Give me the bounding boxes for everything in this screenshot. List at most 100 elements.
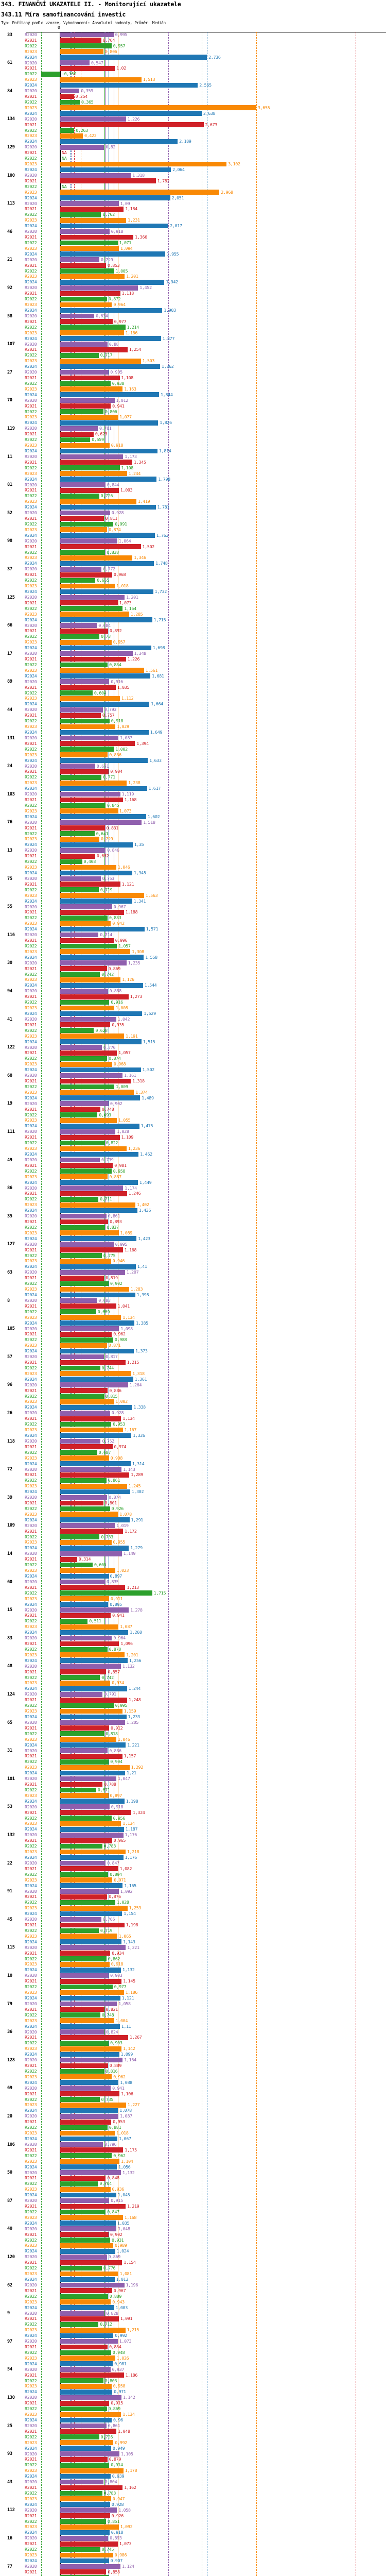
chart-row[interactable]: R2020 0,82 (0, 144, 386, 150)
bar[interactable] (60, 2029, 104, 2035)
chart-row[interactable]: R2020 0,941 (0, 2086, 386, 2091)
bar[interactable] (60, 1889, 119, 1894)
chart-row[interactable]: R2024 2,051 (0, 195, 386, 201)
bar[interactable] (60, 2198, 110, 2204)
bar[interactable] (60, 1084, 115, 1090)
chart-row[interactable]: R2021 0,879 (0, 2456, 386, 2462)
chart-row[interactable]: R2022 1,214 (0, 325, 386, 330)
bar[interactable] (60, 600, 118, 606)
chart-row[interactable]: R2022 0,559 (0, 437, 386, 443)
chart-row[interactable]: R2024 1,398 (0, 1292, 386, 1298)
chart-row[interactable]: R2021 0,857 (0, 1669, 386, 1675)
chart-row[interactable]: R2022 0,874 (0, 1056, 386, 1061)
bar[interactable] (60, 1101, 109, 1107)
chart-row[interactable]: R2020 1,164 (0, 2057, 386, 2063)
bar[interactable] (60, 2479, 103, 2485)
chart-row[interactable]: R2024 2,736 (0, 55, 386, 60)
bar[interactable] (60, 1590, 152, 1596)
chart-row[interactable]: R2022 0,726 (0, 493, 386, 499)
chart-row[interactable]: R2024 1,798 (0, 477, 386, 482)
chart-row[interactable]: R2022 0,918 (0, 718, 386, 724)
chart-row[interactable]: R2024 1,176 (0, 1855, 386, 1860)
bar[interactable] (60, 1050, 117, 1056)
bar[interactable] (60, 2372, 124, 2378)
chart-row[interactable]: R2023 1,245 (0, 1483, 386, 1489)
chart-row[interactable]: R2023 1,318 (0, 1371, 386, 1377)
bar[interactable] (60, 2468, 124, 2473)
chart-row[interactable]: R2020 1,173 (0, 454, 386, 460)
chart-row[interactable]: R2020 1,119 (0, 791, 386, 797)
bar[interactable] (60, 1253, 102, 1258)
chart-row[interactable]: R2021 1,082 (0, 1866, 386, 1872)
chart-row[interactable]: R2022 0,365 (0, 99, 386, 105)
chart-row[interactable]: R2020 1,042 (0, 1016, 386, 1022)
chart-row[interactable]: R2020 0,651 (0, 764, 386, 769)
bar[interactable] (60, 1394, 104, 1399)
bar[interactable] (60, 1337, 113, 1343)
bar[interactable] (60, 1883, 123, 1888)
bar[interactable] (60, 1962, 110, 1967)
bar[interactable] (60, 583, 115, 589)
chart-row[interactable]: R2023 0,958 (0, 2383, 386, 2389)
chart-row[interactable]: R2021 1,198 (0, 1922, 386, 1928)
chart-row[interactable]: R2020 1,348 (0, 651, 386, 656)
bar[interactable] (60, 1573, 109, 1579)
chart-row[interactable]: R2021 1,248 (0, 1697, 386, 1703)
chart-row[interactable]: R2020 1,264 (0, 1382, 386, 1388)
bar[interactable] (60, 465, 120, 471)
chart-row[interactable]: R2022 NA (0, 184, 386, 190)
chart-row[interactable]: R2020 0,835 (0, 1579, 386, 1585)
bar[interactable] (60, 977, 121, 982)
bar[interactable] (60, 358, 141, 364)
bar[interactable] (60, 1191, 127, 1196)
bar[interactable] (60, 1596, 109, 1601)
bar[interactable] (60, 1545, 129, 1551)
chart-row[interactable]: R2023 1,227 (0, 2102, 386, 2108)
bar[interactable] (60, 2367, 111, 2372)
bar[interactable] (60, 2159, 119, 2164)
chart-row[interactable]: R2020 0,776 (0, 1045, 386, 1050)
bar[interactable] (60, 2282, 125, 2288)
chart-row[interactable]: R2021 0,811 (0, 516, 386, 521)
chart-row[interactable]: R2021 1,035 (0, 685, 386, 690)
bar[interactable] (60, 859, 82, 865)
chart-row[interactable]: R2024 1,056 (0, 2164, 386, 2170)
bar[interactable] (60, 1562, 93, 1568)
chart-row[interactable]: R2020 0,828 (0, 2311, 386, 2316)
chart-row[interactable]: R2021 1,073 (0, 600, 386, 606)
bar[interactable] (60, 2243, 114, 2248)
bar[interactable] (60, 1568, 115, 1573)
chart-row[interactable]: R2021 0,801 (0, 1500, 386, 1506)
chart-row[interactable]: R2021 1,172 (0, 1529, 386, 1534)
bar[interactable] (60, 2406, 107, 2412)
chart-row[interactable]: R2022 0,719 (0, 1928, 386, 1934)
chart-row[interactable]: R2021 1,366 (0, 234, 386, 240)
bar[interactable] (60, 1793, 109, 1799)
chart-row[interactable]: R2020 0,804 (0, 2479, 386, 2485)
bar[interactable] (60, 612, 129, 617)
bar[interactable] (60, 2558, 109, 2564)
bar[interactable] (60, 982, 143, 988)
chart-row[interactable]: R2023 1,134 (0, 2412, 386, 2417)
chart-row[interactable]: R2024 1,11 (0, 2024, 386, 2029)
chart-row[interactable]: R2023 0,806 (0, 49, 386, 55)
bar[interactable] (41, 71, 60, 77)
chart-row[interactable]: R2021 1,254 (0, 347, 386, 352)
chart-row[interactable]: R2023 1,077 (0, 414, 386, 420)
bar[interactable] (60, 2204, 126, 2209)
chart-row[interactable]: R2022 0,744 (0, 1365, 386, 1371)
bar[interactable] (60, 589, 153, 595)
bar[interactable] (60, 1236, 137, 1242)
bar[interactable] (60, 1134, 120, 1140)
chart-row[interactable]: R2022 0,783 (0, 1843, 386, 1849)
chart-row[interactable]: R2021 1,324 (0, 1810, 386, 1816)
bar[interactable] (60, 454, 124, 460)
bar[interactable] (60, 1731, 104, 1737)
bar[interactable] (60, 105, 256, 111)
bar[interactable] (60, 1517, 130, 1523)
chart-row[interactable]: R2024 1,515 (0, 1039, 386, 1045)
chart-row[interactable]: R2024 1,078 (0, 2108, 386, 2113)
chart-row[interactable]: R2024 0,918 (0, 2530, 386, 2535)
bar[interactable] (60, 1377, 133, 1382)
bar[interactable] (60, 499, 136, 504)
